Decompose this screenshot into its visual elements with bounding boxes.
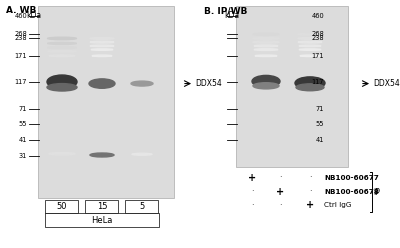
Text: +: + [306,200,314,210]
Text: 171: 171 [312,53,324,59]
Text: 171: 171 [15,53,27,59]
Ellipse shape [92,55,112,57]
Text: 41: 41 [19,137,27,143]
Ellipse shape [296,84,324,91]
Text: 41: 41 [316,137,324,143]
Ellipse shape [48,51,76,52]
Ellipse shape [132,153,152,155]
Bar [45,213,159,227]
Bar [236,6,348,167]
Text: 55: 55 [316,121,324,127]
Bar [85,200,118,213]
Text: NB100-60678: NB100-60678 [324,188,379,195]
Text: 117: 117 [312,79,324,85]
Ellipse shape [252,75,280,87]
Text: 5: 5 [139,202,145,211]
Text: ·: · [279,173,281,183]
Text: 238: 238 [14,35,27,41]
Ellipse shape [253,41,279,43]
Ellipse shape [253,83,279,89]
Text: +: + [276,186,284,197]
Text: 71: 71 [316,106,324,112]
Ellipse shape [253,37,279,39]
Ellipse shape [299,45,321,47]
Text: HeLa: HeLa [91,216,113,225]
Ellipse shape [298,33,322,35]
Ellipse shape [255,55,277,57]
Text: ·: · [251,201,253,210]
Ellipse shape [295,77,325,89]
Text: ·: · [251,187,253,196]
Ellipse shape [90,153,114,157]
Ellipse shape [90,45,114,47]
Text: 268: 268 [311,31,324,37]
Ellipse shape [49,55,75,57]
Ellipse shape [298,41,322,43]
Ellipse shape [48,47,76,49]
Text: 238: 238 [311,35,324,41]
Text: kDa: kDa [224,11,239,20]
Text: 460: 460 [14,13,27,19]
Text: ·: · [309,187,311,196]
Text: ·: · [279,201,281,210]
Text: ·: · [309,173,311,183]
Text: DDX54: DDX54 [195,79,222,88]
Text: B. IP/WB: B. IP/WB [204,6,247,15]
Text: Ctrl IgG: Ctrl IgG [324,202,352,208]
Text: A. WB: A. WB [6,6,36,15]
Bar [38,6,174,198]
Text: 50: 50 [57,202,67,211]
Bar [125,200,158,213]
Text: IP: IP [374,188,380,197]
Text: 268: 268 [14,31,27,37]
Text: 71: 71 [19,106,27,112]
Text: kDa: kDa [26,11,41,20]
Ellipse shape [254,45,278,47]
Text: 117: 117 [15,79,27,85]
Text: 15: 15 [97,202,107,211]
Ellipse shape [90,41,114,43]
Ellipse shape [49,153,75,155]
Ellipse shape [253,33,279,35]
Ellipse shape [48,42,76,44]
Ellipse shape [254,49,278,51]
Ellipse shape [300,55,320,57]
Text: 460: 460 [311,13,324,19]
Ellipse shape [90,37,114,39]
Bar [45,200,78,213]
Ellipse shape [47,75,77,89]
Text: 31: 31 [19,153,27,159]
Text: +: + [248,173,256,183]
Ellipse shape [89,79,115,88]
Ellipse shape [91,49,113,50]
Ellipse shape [298,37,322,39]
Text: DDX54: DDX54 [373,79,400,88]
Ellipse shape [48,37,76,40]
Ellipse shape [47,84,77,91]
Ellipse shape [131,81,153,86]
Text: 55: 55 [19,121,27,127]
Ellipse shape [299,49,321,50]
Text: NB100-60677: NB100-60677 [324,175,379,181]
